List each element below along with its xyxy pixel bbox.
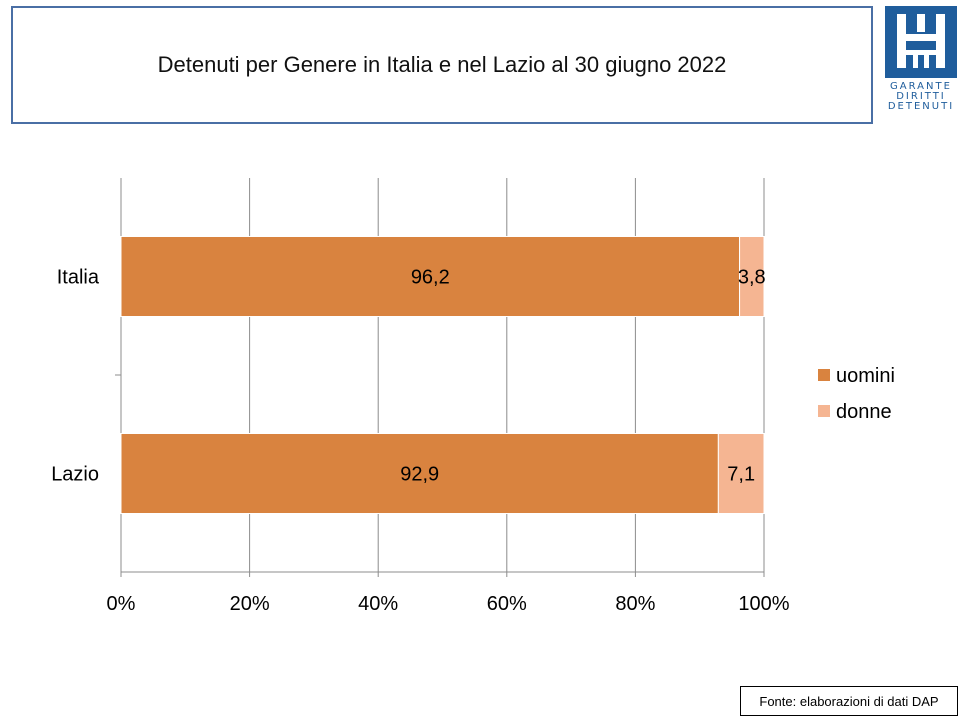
category-label: Italia — [57, 267, 100, 289]
x-tick-label: 40% — [358, 593, 398, 615]
data-label-uomini: 92,9 — [400, 464, 439, 486]
x-tick-label: 60% — [487, 593, 527, 615]
bar-uomini — [120, 236, 741, 317]
legend-label-uomini: uomini — [836, 365, 895, 387]
logo-word-2: DIRITTI — [896, 91, 946, 102]
category-label: Lazio — [51, 464, 99, 486]
bar-uomini — [120, 433, 719, 514]
x-tick-label: 100% — [738, 593, 789, 615]
x-tick-label: 0% — [107, 593, 136, 615]
bar-donne — [739, 236, 765, 317]
logo-word-3: DETENUTI — [888, 101, 954, 110]
data-label-uomini: 96,2 — [411, 267, 450, 289]
bar-donne — [717, 433, 765, 514]
legend-swatch-uomini — [818, 369, 830, 381]
title-box: Detenuti per Genere in Italia e nel Lazi… — [11, 6, 873, 124]
logo-word-1: GARANTE — [890, 81, 952, 92]
legend-swatch-donne — [818, 405, 830, 417]
data-label-donne: 7,1 — [727, 464, 755, 486]
source-box: Fonte: elaborazioni di dati DAP — [740, 686, 958, 716]
x-tick-label: 80% — [615, 593, 655, 615]
logo-emblem-marks — [897, 14, 945, 68]
legend-label-donne: donne — [836, 401, 892, 423]
garante-logo: GARANTE DIRITTI DETENUTI — [885, 6, 957, 110]
x-tick-label: 20% — [230, 593, 270, 615]
data-label-donne: 3,8 — [738, 267, 766, 289]
source-text: Fonte: elaborazioni di dati DAP — [759, 693, 939, 709]
chart-title: Detenuti per Genere in Italia e nel Lazi… — [157, 52, 727, 77]
